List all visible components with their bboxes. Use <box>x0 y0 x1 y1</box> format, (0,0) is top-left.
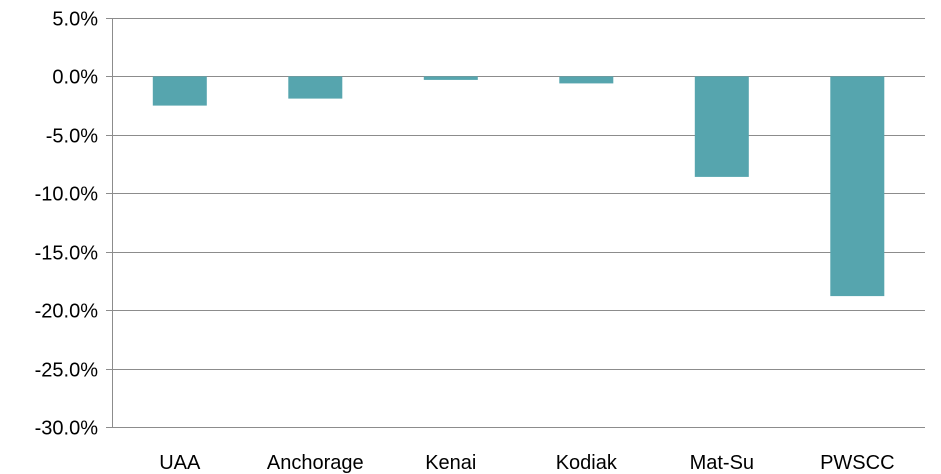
y-tick-labels: 5.0% 0.0% -5.0% -10.0% -15.0% -20.0% -25.0% -30… <box>35 9 99 440</box>
y-tick-label: -25.0% <box>35 360 99 382</box>
y-tick-label: -15.0% <box>35 243 99 265</box>
bar-mat-su <box>694 76 749 177</box>
x-tick-labels: UAA Anchorage Kenai Kodiak Mat-Su PWSCC <box>159 452 894 474</box>
x-tick-label: Mat-Su <box>690 452 754 474</box>
bar-pwscc <box>830 76 885 297</box>
bars <box>152 76 885 297</box>
bar-kenai <box>423 76 478 80</box>
axes <box>106 18 925 428</box>
y-tick-label: -10.0% <box>35 184 99 206</box>
x-tick-label: Kenai <box>425 452 476 474</box>
y-tick-label: -30.0% <box>35 418 99 440</box>
y-tick-label: -20.0% <box>35 301 99 323</box>
y-tick-label: 5.0% <box>52 9 98 31</box>
bar-kodiak <box>559 76 614 84</box>
x-tick-label: Anchorage <box>267 452 364 474</box>
x-tick-label: UAA <box>159 452 201 474</box>
y-tick-label: 0.0% <box>52 67 98 89</box>
gridlines <box>112 18 925 370</box>
bar-uaa <box>152 76 207 106</box>
x-tick-label: Kodiak <box>556 452 618 474</box>
x-tick-label: PWSCC <box>820 452 894 474</box>
y-tick-label: -5.0% <box>46 126 98 148</box>
bar-anchorage <box>288 76 343 99</box>
